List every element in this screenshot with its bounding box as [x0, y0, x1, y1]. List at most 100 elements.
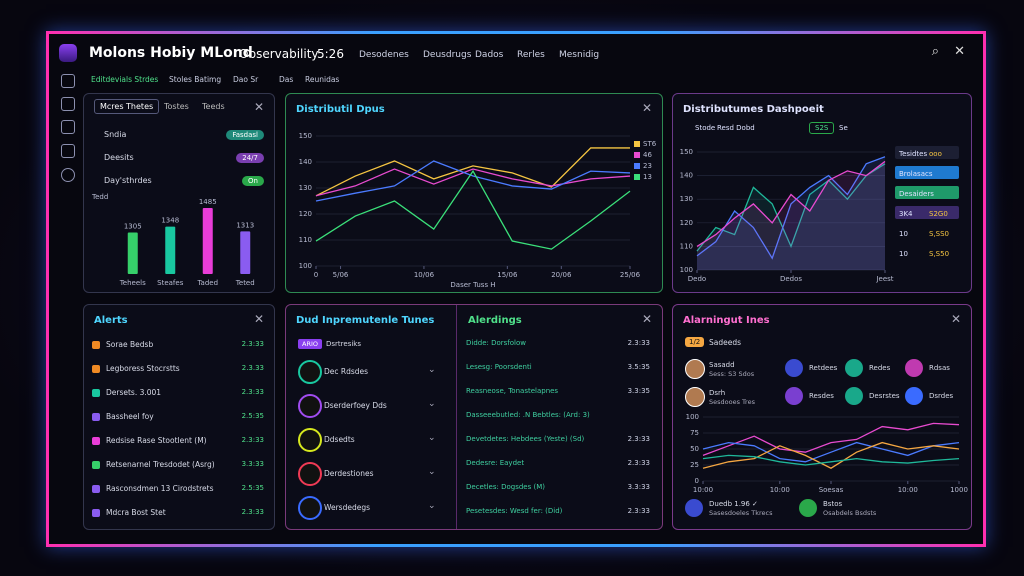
expand-button[interactable]: ⌄ [428, 467, 436, 477]
search-button[interactable]: ⌕ [931, 44, 939, 59]
line [315, 160, 631, 202]
line [696, 163, 886, 252]
alert-label[interactable]: Redsise Rase Stootlent (M) [106, 436, 207, 445]
bar [240, 231, 251, 274]
app-title: Molons Hobiy MLond [89, 45, 253, 61]
avatar [685, 387, 705, 407]
stat-label: Desaiders [899, 190, 934, 198]
tune-label[interactable]: Derdestiones [324, 469, 374, 478]
status-icon[interactable] [845, 387, 863, 405]
nav-item[interactable]: Rerles [517, 50, 545, 60]
stat-value: ooo [929, 150, 942, 158]
alerding-label[interactable]: Dasseeebutled: .N Bebtles: (Ard: 3) [466, 411, 590, 419]
alerding-label[interactable]: Dedesre: Eaydet [466, 459, 525, 467]
control[interactable]: Resd Dobd [717, 124, 755, 132]
sidebar-icon[interactable] [61, 97, 75, 111]
nav-item[interactable]: Dados [475, 50, 504, 60]
subnav-item[interactable]: Dao Sr [233, 75, 259, 84]
alert-label[interactable]: Sorae Bedsb [106, 340, 154, 349]
x-tick-label: Dedos [780, 275, 802, 283]
nav-item[interactable]: Mesnidig [559, 50, 600, 60]
alerding-label[interactable]: Didde: Dorsfolow [466, 339, 527, 347]
expand-button[interactable]: ⌄ [428, 433, 436, 443]
x-tick-label: 25/06 [620, 271, 641, 279]
status-icon[interactable] [785, 387, 803, 405]
control[interactable]: Stode [695, 124, 716, 132]
badge: 1/2 [685, 337, 705, 347]
app-name: Observability [239, 47, 319, 61]
y-tick-label: 140 [299, 158, 312, 166]
alerding-label[interactable]: Devetdetes: Hebdees (Yeste) (Sd) [466, 435, 585, 443]
alert-label[interactable]: Mdcra Bost Stet [106, 508, 166, 517]
x-tick-label: 10:00 [898, 486, 918, 494]
x-tick-label: 10/06 [414, 271, 435, 279]
status-icon[interactable] [905, 359, 923, 377]
tasks-panel: Mcres Thetes Tostes Teeds ✕ Sndia Fasdasl Dees… [83, 93, 275, 293]
alert-label[interactable]: Bassheel foy [106, 412, 154, 421]
close-button[interactable]: ✕ [253, 312, 264, 326]
close-button[interactable]: ✕ [641, 101, 652, 115]
sidebar-icon[interactable] [61, 144, 75, 158]
tune-label[interactable]: Wersdedegs [324, 503, 370, 512]
nav-item[interactable]: Deusdrugs [423, 50, 472, 60]
alert-icon [92, 509, 100, 517]
alert-icon [92, 341, 100, 349]
nav-item[interactable]: Desodenes [359, 50, 409, 60]
alerding-label[interactable]: Lesesg: Poorsdenti [466, 363, 532, 371]
alert-label[interactable]: Retsenarnel Tresdodet (Asrg) [106, 460, 215, 469]
alert-icon [92, 365, 100, 373]
tab[interactable]: Mcres Thetes [94, 99, 160, 114]
alerding-label[interactable]: Decetles: Dogsdes (M) [466, 483, 545, 491]
expand-button[interactable]: ⌄ [428, 501, 436, 511]
alert-label[interactable]: Rasconsdmen 13 Cirodstrets [106, 484, 214, 493]
sidebar-icon[interactable] [61, 168, 75, 182]
y-tick-label: 75 [690, 429, 699, 437]
control[interactable]: S2S [809, 122, 835, 134]
alert-icon [92, 461, 100, 469]
y-tick-label: 100 [686, 413, 699, 421]
tab[interactable]: Tostes [164, 102, 189, 111]
close-button[interactable]: ✕ [954, 44, 965, 59]
close-button[interactable]: ✕ [253, 100, 264, 114]
alert-label[interactable]: Dersets. 3.001 [106, 388, 162, 397]
alert-icon [92, 389, 100, 397]
tune-label[interactable]: Dec Rdsdes [324, 367, 369, 376]
tab[interactable]: Teeds [202, 102, 225, 111]
alerding-value: 3.3:35 [627, 387, 650, 395]
alerding-label[interactable]: Pesetesdes: Wesd fer: (Did) [466, 507, 563, 515]
close-button[interactable]: ✕ [950, 312, 961, 326]
subnav-item[interactable]: Das [279, 75, 294, 84]
tune-label[interactable]: Ddsedts [324, 435, 355, 444]
stat-row [895, 146, 959, 159]
stat-row [895, 166, 959, 179]
y-tick-label: 130 [299, 184, 312, 192]
sidebar-icon[interactable] [61, 120, 75, 134]
subnav-item[interactable]: Stoles Batimg [169, 75, 222, 84]
expand-button[interactable]: ⌄ [428, 399, 436, 409]
alerding-label[interactable]: Reasneose, Tonastelapnes [466, 387, 559, 395]
close-button[interactable]: ✕ [641, 312, 652, 326]
x-tick-label: Taded [196, 279, 218, 287]
item-label: Deesits [104, 153, 134, 162]
user-name: Dsrh [709, 389, 726, 397]
status-icon[interactable] [785, 359, 803, 377]
control[interactable]: Se [839, 124, 848, 132]
tune-icon [298, 462, 322, 486]
subnav-item[interactable]: Editdevials Strdes [91, 75, 159, 84]
tune-label[interactable]: Dserderfoey Dds [324, 401, 387, 410]
alert-label[interactable]: Legboress Stocrstts [106, 364, 180, 373]
sidebar-icon[interactable] [61, 74, 75, 88]
legend-label: 46 [643, 151, 652, 159]
expand-button[interactable]: ⌄ [428, 365, 436, 375]
line-chart: 100 110 120 130 140 150 0 5/06 10/06 15/06 20/06 25… [299, 132, 657, 289]
stat-label: Tesidtes [899, 150, 928, 158]
item-badge: Fasdasl [226, 130, 264, 140]
item-badge: 24/7 [236, 153, 264, 163]
status-icon[interactable] [905, 387, 923, 405]
status-icon[interactable] [845, 359, 863, 377]
subnav-item[interactable]: Reunidas [305, 75, 340, 84]
y-tick-label: 150 [299, 132, 312, 140]
icon-label: Rdsas [929, 364, 950, 372]
icon-label: Redes [869, 364, 891, 372]
alerding-value: 3.3:33 [627, 483, 650, 491]
